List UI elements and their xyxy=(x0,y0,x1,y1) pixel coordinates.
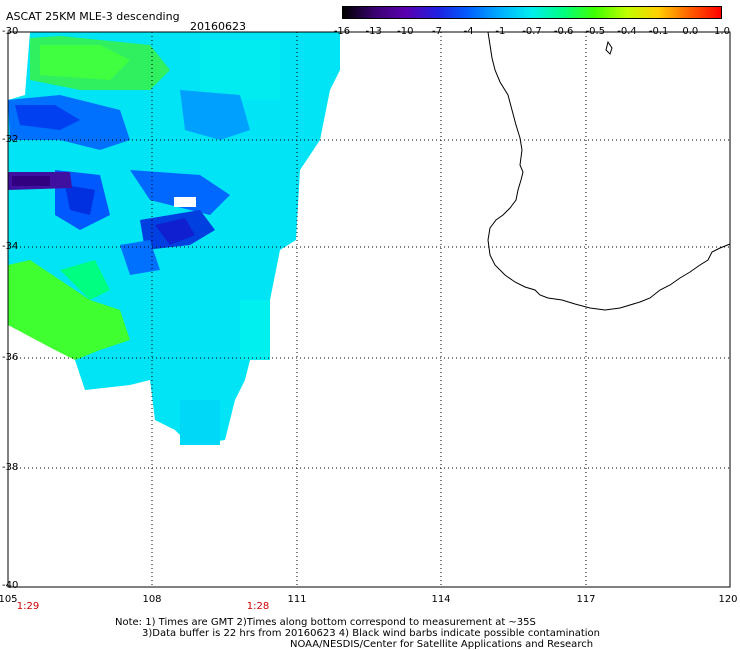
colorbar-tick-label: -4 xyxy=(463,26,474,37)
product-title: ASCAT 25KM MLE-3 descending xyxy=(6,10,180,23)
lat-lon-grid xyxy=(8,32,730,587)
colorbar-tick-label: -0.1 xyxy=(648,26,669,37)
colorbar-tick-label: -0.5 xyxy=(585,26,606,37)
colorbar-tick-label: 0.0 xyxy=(682,26,699,37)
note-line-1: Note: 1) Times are GMT 2)Times along bot… xyxy=(115,617,536,628)
lat-label: -36 xyxy=(2,352,19,363)
colorbar-tick-label: 1.0 xyxy=(714,26,730,37)
coastline xyxy=(487,31,731,311)
colorbar-tick-label: -10 xyxy=(397,26,414,37)
lat-label: -38 xyxy=(2,462,19,473)
swath-green-south xyxy=(8,260,130,360)
lat-label: -34 xyxy=(2,241,19,252)
lon-label: 117 xyxy=(576,594,596,605)
colorbar-tick-label: -7 xyxy=(432,26,442,37)
note-line-2: 3)Data buffer is 22 hrs from 20160623 4)… xyxy=(142,628,600,639)
lon-label: 108 xyxy=(142,594,162,605)
lon-label: 120 xyxy=(718,594,738,605)
colorbar-tick-label: -13 xyxy=(365,26,382,37)
colorbar-tick-label: -1 xyxy=(495,26,506,37)
lon-label: 111 xyxy=(287,594,307,605)
lat-label: -30 xyxy=(2,26,19,37)
colorbar-tick-label: -0.4 xyxy=(617,26,637,37)
lat-label: -40 xyxy=(2,580,19,591)
product-date: 20160623 xyxy=(190,20,246,33)
colorbar-tick-label: -16 xyxy=(333,26,351,37)
colorbar-tick-label: -0.7 xyxy=(522,26,542,37)
note-line-3: NOAA/NESDIS/Center for Satellite Applica… xyxy=(290,639,594,650)
lon-label: 114 xyxy=(431,594,451,605)
lon-label: 105 xyxy=(0,594,18,605)
time-label: 1:29 xyxy=(16,601,40,612)
lat-label: -32 xyxy=(2,134,19,145)
colorbar xyxy=(342,6,722,19)
colorbar-tick-label: -0.6 xyxy=(553,26,574,37)
time-label: 1:28 xyxy=(246,601,270,612)
